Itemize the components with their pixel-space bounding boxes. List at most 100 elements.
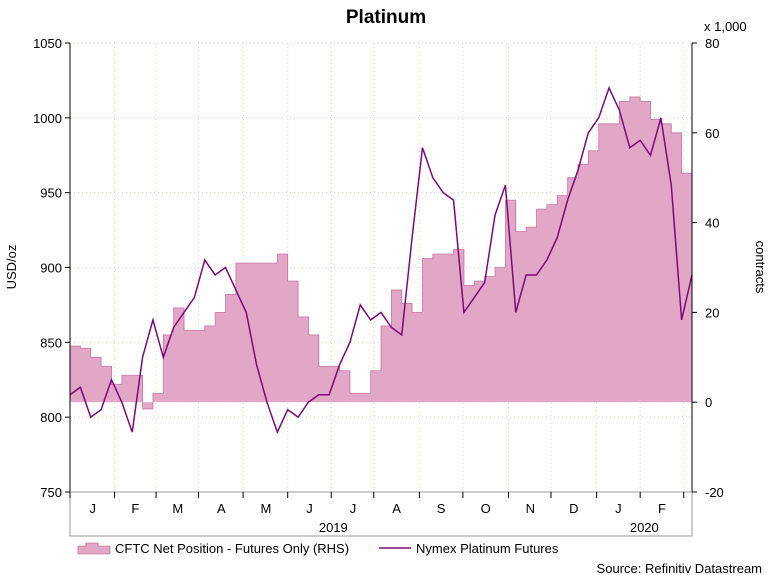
area-step bbox=[619, 101, 631, 403]
x-tick-label: A bbox=[217, 501, 226, 516]
x-tick-label: O bbox=[481, 501, 491, 516]
area-step bbox=[318, 366, 330, 403]
area-step bbox=[474, 280, 485, 403]
y2-multiplier: x 1,000 bbox=[704, 19, 747, 34]
y-tick-label: 850 bbox=[40, 335, 62, 350]
y2-tick-label: 0 bbox=[705, 395, 712, 410]
area-step bbox=[184, 330, 195, 403]
area-step bbox=[101, 366, 112, 403]
x-tick-label: J bbox=[615, 501, 622, 516]
area-step bbox=[235, 263, 247, 403]
area-step bbox=[453, 249, 465, 403]
area-step bbox=[629, 96, 641, 403]
y2-tick-label: 60 bbox=[705, 126, 719, 141]
area-step bbox=[557, 195, 568, 403]
area-step bbox=[505, 200, 517, 403]
area-step bbox=[142, 402, 154, 409]
area-step bbox=[443, 254, 454, 403]
area-step bbox=[650, 119, 662, 403]
area-step bbox=[567, 177, 579, 403]
legend-label: Nymex Platinum Futures bbox=[416, 541, 559, 556]
area-step bbox=[588, 150, 599, 403]
area-step bbox=[111, 384, 123, 403]
y-tick-label: 950 bbox=[40, 186, 62, 201]
area-step bbox=[609, 123, 620, 403]
area-step bbox=[308, 334, 320, 403]
area-step bbox=[660, 123, 672, 403]
area-step bbox=[360, 393, 371, 403]
area-edge bbox=[70, 96, 693, 410]
legend-label: CFTC Net Position - Futures Only (RHS) bbox=[115, 541, 349, 556]
area-step bbox=[329, 366, 340, 403]
area-step bbox=[277, 254, 288, 403]
x-axis-box bbox=[69, 491, 693, 537]
area-step bbox=[80, 348, 92, 403]
area-step bbox=[287, 280, 299, 403]
area-step bbox=[339, 370, 351, 403]
y2-tick-label: 40 bbox=[705, 216, 719, 231]
area-step bbox=[526, 227, 537, 403]
y-tick-label: 750 bbox=[40, 485, 62, 500]
area-step bbox=[70, 346, 81, 403]
area-step bbox=[370, 370, 382, 403]
x-tick-label: F bbox=[658, 501, 666, 516]
y2-tick-label: 80 bbox=[705, 36, 719, 51]
y-axis-label: USD/oz bbox=[4, 245, 19, 290]
x-year-label: 2020 bbox=[630, 520, 659, 535]
y-tick-label: 1000 bbox=[33, 111, 62, 126]
area-step bbox=[577, 164, 589, 403]
area-step bbox=[484, 276, 496, 403]
area-step bbox=[401, 303, 413, 403]
x-tick-label: S bbox=[437, 501, 446, 516]
x-tick-label: M bbox=[261, 501, 272, 516]
x-tick-label: A bbox=[392, 501, 401, 516]
area-step bbox=[422, 258, 434, 403]
y2-tick-label: 20 bbox=[705, 305, 719, 320]
area-step bbox=[412, 312, 423, 403]
area-step bbox=[349, 393, 361, 403]
area-step bbox=[546, 204, 558, 403]
x-tick-label: J bbox=[306, 501, 313, 516]
x-tick-label: D bbox=[569, 501, 578, 516]
area-step bbox=[681, 173, 693, 403]
area-step bbox=[90, 357, 102, 403]
y-tick-label: 1050 bbox=[33, 36, 62, 51]
area-step bbox=[152, 393, 164, 403]
area-step bbox=[256, 263, 268, 403]
x-tick-label: F bbox=[131, 501, 139, 516]
x-tick-label: J bbox=[350, 501, 357, 516]
x-tick-label: J bbox=[90, 501, 97, 516]
legend-swatch bbox=[77, 542, 111, 555]
area-step bbox=[495, 267, 506, 403]
area-step bbox=[173, 307, 185, 403]
area-step bbox=[121, 375, 133, 403]
area-step bbox=[194, 330, 206, 403]
area-step bbox=[432, 254, 444, 403]
source: Source: Refinitiv Datastream bbox=[597, 561, 762, 575]
x-year-label: 2019 bbox=[319, 520, 348, 535]
area-step bbox=[215, 312, 226, 403]
area-step bbox=[246, 263, 257, 403]
area-step bbox=[391, 289, 403, 403]
area-step bbox=[598, 123, 610, 403]
area-step bbox=[536, 209, 548, 403]
area-step bbox=[225, 294, 237, 403]
area-step bbox=[463, 285, 475, 403]
y2-tick-label: -20 bbox=[705, 485, 724, 500]
x-tick-label: M bbox=[172, 501, 183, 516]
chart-title: Platinum bbox=[346, 7, 426, 28]
area-step bbox=[163, 334, 174, 403]
y-tick-label: 900 bbox=[40, 261, 62, 276]
y-tick-label: 800 bbox=[40, 410, 62, 425]
area-step bbox=[266, 263, 278, 403]
y2-axis-label: contracts bbox=[753, 241, 768, 294]
area-step bbox=[381, 325, 392, 403]
line-series bbox=[69, 85, 693, 435]
area-step bbox=[640, 101, 651, 403]
area-step bbox=[515, 231, 527, 403]
area-step bbox=[204, 325, 216, 403]
area-step bbox=[298, 316, 309, 403]
area-step bbox=[671, 132, 682, 403]
